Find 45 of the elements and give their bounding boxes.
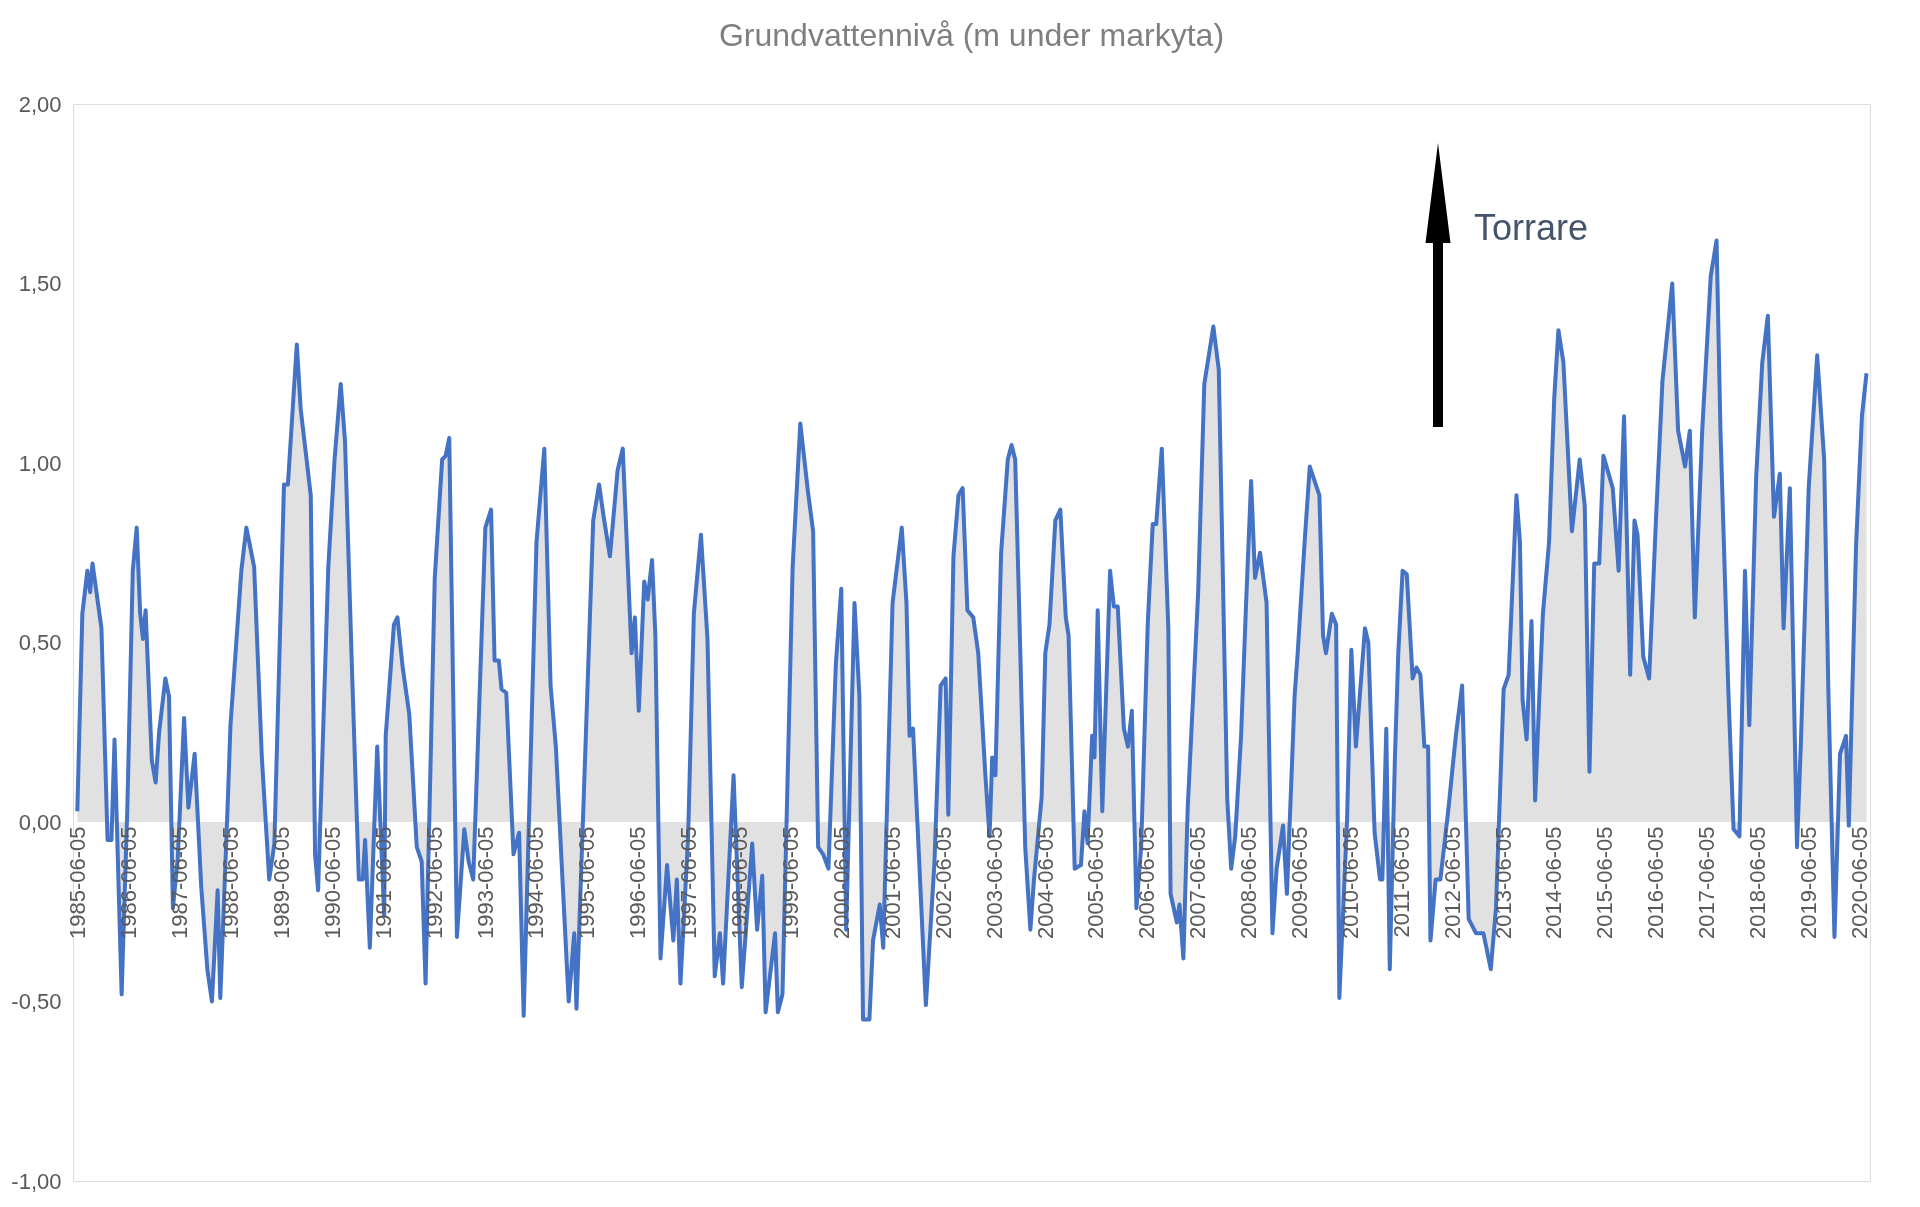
x-tick-label: 1992-06-05 (421, 826, 447, 940)
x-tick-label: 2005-06-05 (1083, 826, 1109, 940)
y-tick-label: -1,00 (11, 1168, 62, 1194)
x-tick-label: 1997-06-05 (676, 826, 702, 940)
x-tick-label: 2002-06-05 (930, 826, 956, 940)
x-tick-label: 2011-06-05 (1388, 826, 1414, 938)
x-tick-label: 1986-06-05 (116, 826, 142, 940)
x-tick-label: 2020-06-05 (1846, 826, 1872, 940)
x-tick-label: 2003-06-05 (981, 826, 1007, 940)
y-tick-label: 1,50 (18, 271, 62, 296)
x-tick-label: 1996-06-05 (625, 826, 651, 940)
y-tick-label: 2,00 (18, 91, 62, 117)
x-tick-label: 2013-06-05 (1490, 826, 1516, 940)
x-tick-label: 2014-06-05 (1541, 826, 1567, 940)
x-tick-label: 2009-06-05 (1286, 826, 1312, 940)
annotation: Torrare (1474, 207, 1589, 248)
x-tick-label: 1998-06-05 (727, 826, 753, 940)
y-tick-label: 1,00 (18, 450, 62, 476)
x-tick-label: 1991-06-05 (370, 826, 396, 940)
x-tick-label: 2001-06-05 (879, 826, 905, 940)
x-tick-label: 2016-06-05 (1643, 826, 1669, 940)
y-tick-label: 0,00 (18, 809, 62, 835)
chart-title: Grundvattennivå (m under markyta) (718, 17, 1225, 53)
x-tick-label: 2008-06-05 (1236, 826, 1262, 940)
x-tick-label: 1993-06-05 (472, 826, 498, 940)
x-tick-label: 2012-06-05 (1439, 826, 1465, 940)
x-tick-label: 1990-06-05 (319, 826, 345, 940)
x-tick-label: 2017-06-05 (1694, 826, 1720, 940)
x-tick-label: 2015-06-05 (1592, 826, 1618, 940)
x-tick-label: 2000-06-05 (828, 826, 854, 940)
x-tick-label: 1994-06-05 (523, 826, 549, 940)
x-tick-label: 1987-06-05 (167, 826, 193, 940)
x-tick-label: 2010-06-05 (1337, 826, 1363, 940)
y-tick-label: -0,50 (11, 989, 62, 1014)
x-tick-label: 2018-06-05 (1745, 826, 1771, 940)
x-tick-label: 1985-06-05 (65, 826, 91, 940)
y-tick-label: 0,50 (18, 630, 62, 655)
x-tick-label: 2006-06-05 (1134, 826, 1160, 940)
x-tick-label: 1995-06-05 (574, 826, 600, 940)
x-tick-label: 1999-06-05 (777, 826, 803, 940)
x-tick-label: 2019-06-05 (1795, 826, 1821, 940)
x-tick-label: 2004-06-05 (1032, 826, 1058, 940)
x-tick-label: 1989-06-05 (268, 826, 294, 940)
x-tick-label: 2007-06-05 (1185, 826, 1211, 940)
x-tick-label: 1988-06-05 (218, 826, 244, 940)
